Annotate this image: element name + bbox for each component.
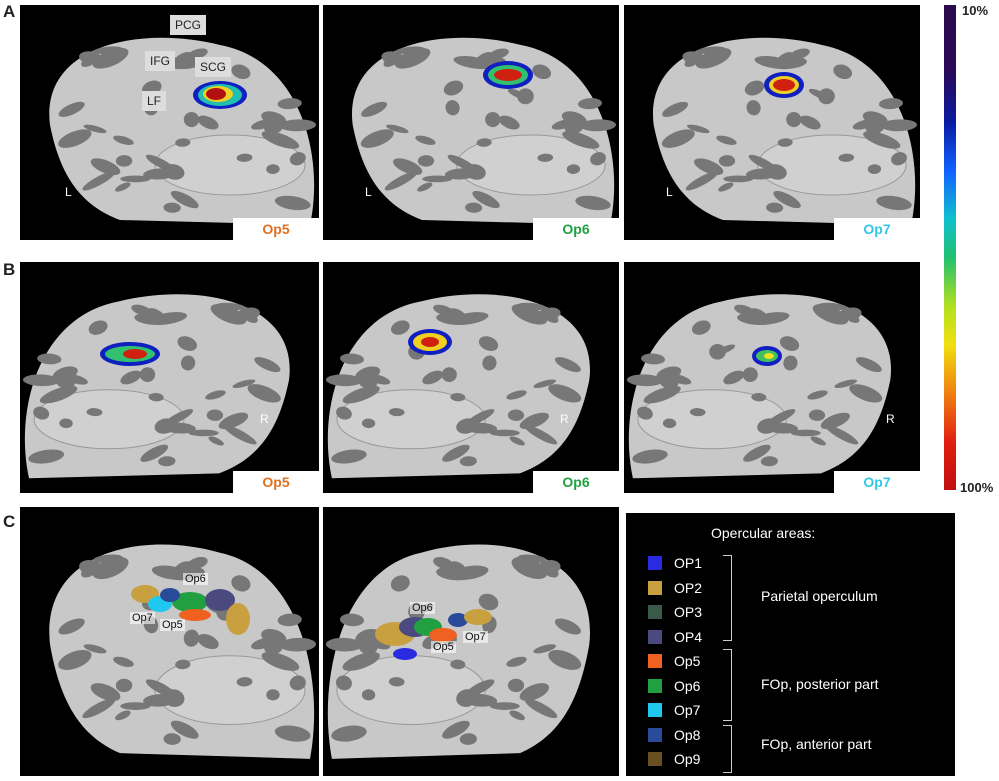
brain-panel-a-op7: L Op7 <box>624 5 920 240</box>
brain-right-image <box>325 544 590 759</box>
bracket <box>723 725 732 773</box>
group-label: FOp, anterior part <box>761 736 872 752</box>
brain-panel-c-right: Op6 Op7 Op5 <box>323 507 619 776</box>
brain-left-image <box>49 37 317 225</box>
legend-item: Op6 <box>648 678 700 694</box>
hemisphere-label: R <box>260 412 269 426</box>
hemisphere-label: R <box>560 412 569 426</box>
legend-item: OP2 <box>648 580 702 596</box>
activation-blob <box>483 61 533 89</box>
legend-swatch <box>648 580 662 595</box>
legend-item: Op5 <box>648 653 700 669</box>
legend-label: Op6 <box>674 677 701 694</box>
brain-panel-b-op5: R Op5 <box>20 262 319 493</box>
area-label: Op5 <box>160 619 185 631</box>
brain-left-image <box>352 37 617 225</box>
legend-label: Op5 <box>674 653 701 669</box>
hemisphere-label: L <box>666 185 673 199</box>
area-tag: Op7 <box>834 471 920 493</box>
area-tag: Op7 <box>834 218 920 240</box>
brain-left-image <box>653 37 918 225</box>
legend-swatch <box>648 654 662 668</box>
legend-swatch <box>648 752 662 766</box>
brain-panel-a-op6: L Op6 <box>323 5 619 240</box>
panel-label-c: C <box>3 512 16 531</box>
opercular-areas-map <box>375 609 492 660</box>
brain-panel-b-op6: R Op6 <box>323 262 619 493</box>
group-label: Parietal operculum <box>761 588 878 604</box>
legend-label: OP1 <box>674 555 703 571</box>
panel-label-a: A <box>3 2 16 21</box>
gyrus-label: SCG <box>195 57 232 77</box>
legend-item: OP4 <box>648 629 702 645</box>
area-tag: Op6 <box>533 471 619 493</box>
legend-swatch <box>648 629 662 644</box>
colorbar <box>944 5 956 490</box>
hemisphere-label: L <box>365 185 372 199</box>
legend-item: Op7 <box>648 702 700 718</box>
panel-label-b: B <box>3 260 16 279</box>
legend-label: Op8 <box>674 726 701 743</box>
area-label: Op7 <box>130 612 155 624</box>
legend-swatch <box>648 605 662 619</box>
activation-blob <box>764 72 804 98</box>
area-label: Op7 <box>463 631 488 643</box>
hemisphere-label: R <box>886 412 895 426</box>
colorbar-top-label: 10% <box>962 3 989 18</box>
legend-swatch <box>648 727 662 742</box>
area-tag: Op5 <box>233 218 319 240</box>
hemisphere-label: L <box>65 185 72 199</box>
area-tag: Op6 <box>533 218 619 240</box>
legend-swatch <box>648 703 662 717</box>
legend-item: OP1 <box>648 555 702 571</box>
area-tag: Op5 <box>233 471 319 493</box>
bracket <box>723 649 732 721</box>
colorbar-bottom-label: 100% <box>960 480 994 495</box>
legend-label: OP4 <box>674 628 703 645</box>
group-label: FOp, posterior part <box>761 676 879 692</box>
legend-item: Op8 <box>648 727 700 743</box>
legend-label: OP2 <box>674 579 703 596</box>
legend-label: Op9 <box>674 751 701 767</box>
legend-item: Op9 <box>648 751 700 767</box>
legend-label: OP3 <box>674 604 703 620</box>
brain-right-image <box>325 294 590 479</box>
opercular-legend: Opercular areas: OP1 OP2 OP3 OP4 Op5 Op6 Op7 Op… <box>626 513 955 776</box>
bracket <box>723 555 732 641</box>
activation-blob <box>752 346 782 366</box>
brain-right-image <box>626 294 891 479</box>
brain-panel-a-op5: PCG IFG SCG LF L Op5 <box>20 5 319 240</box>
activation-blob <box>100 342 160 366</box>
legend-swatch <box>648 556 662 570</box>
area-label: Op6 <box>183 573 208 585</box>
activation-blob <box>193 81 247 109</box>
brain-panel-c-left: Op6 Op7 Op5 <box>20 507 319 776</box>
area-label: Op5 <box>431 641 456 653</box>
gyrus-label: LF <box>142 91 167 111</box>
brain-right-image <box>22 294 290 479</box>
gyrus-label: PCG <box>170 15 207 35</box>
legend-item: OP3 <box>648 604 702 620</box>
opercular-areas-map <box>131 585 250 635</box>
activation-blob <box>408 329 452 355</box>
legend-swatch <box>648 678 662 693</box>
brain-panel-b-op7: R Op7 <box>624 262 920 493</box>
gyrus-label: IFG <box>145 51 175 71</box>
legend-label: Op7 <box>674 702 701 718</box>
legend-title: Opercular areas: <box>711 525 816 541</box>
area-label: Op6 <box>410 602 435 614</box>
